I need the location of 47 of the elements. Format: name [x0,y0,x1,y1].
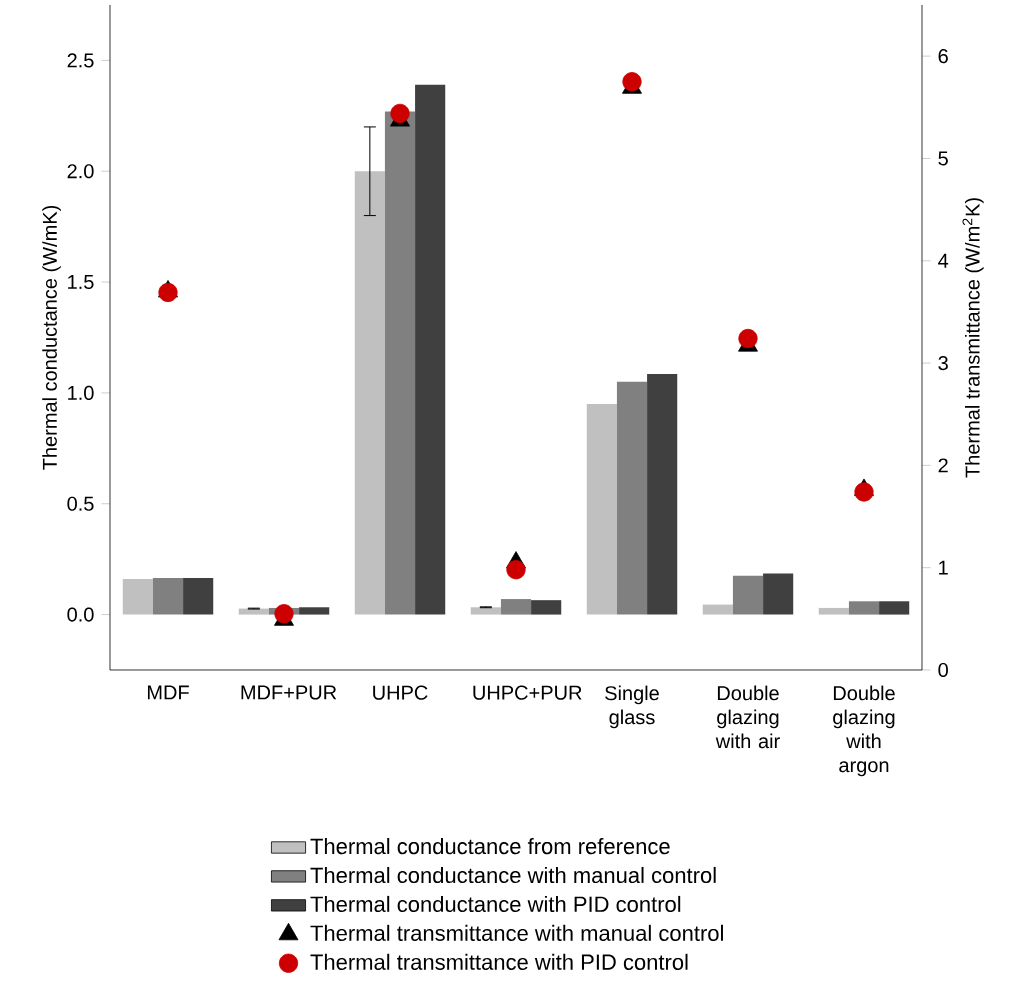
y-tick-label: 0.0 [67,607,94,622]
x-tick-label: Double glazing with air [715,685,780,749]
y-axis-title: Thermal conductance (W/mK) [42,205,61,470]
bar [152,578,184,615]
y2-tick-label: 6 [938,49,948,64]
bar [586,404,617,615]
x-tick-label: UHPC+PUR [473,685,582,700]
legend-label: Thermal conductance with manual control [310,866,716,884]
bar [732,575,764,615]
bar [384,111,416,615]
bar [763,573,794,615]
bar [879,601,910,615]
bar [702,604,733,615]
legend-label: Thermal conductance with PID control [310,895,681,913]
x-tick-label: MDF+PUR [241,685,337,700]
bar [238,608,269,615]
bar [500,599,532,615]
bar [848,601,880,615]
y2-tick-label: 2 [938,458,948,473]
y-tick-label: 2.0 [67,164,94,179]
bar [122,579,153,615]
y-tick-label: 1.0 [68,385,94,400]
bar [470,607,501,615]
y2-axis-title: Thermal transmittance (W/m$^{2}$K) [962,198,984,478]
bar [531,600,562,615]
legend-label: Thermal conductance from reference [310,838,670,855]
legend-label: Thermal transmittance with manual control [310,924,723,941]
legend-label: Thermal transmittance with PID control [310,953,688,970]
bar [415,84,446,615]
x-tick-label: Double glazing with argon [833,685,895,777]
bar [647,374,678,615]
y-tick-label: 1.5 [68,275,94,290]
y2-tick-label: 0 [938,662,948,678]
x-tick-label: Single glass [605,685,659,729]
y-tick-label: 2.5 [67,53,94,68]
x-tick-label: UHPC [373,685,428,700]
y2-tick-label: 5 [938,151,948,166]
y2-tick-label: 1 [939,560,948,575]
bar [616,381,648,615]
bar [818,607,849,615]
bar [354,171,385,615]
y2-tick-label: 4 [938,253,949,268]
y-tick-label: 0.5 [67,496,94,511]
bar [183,578,214,615]
bar [299,607,330,615]
y2-tick-label: 3 [938,355,948,371]
x-tick-label: MDF [147,685,189,700]
